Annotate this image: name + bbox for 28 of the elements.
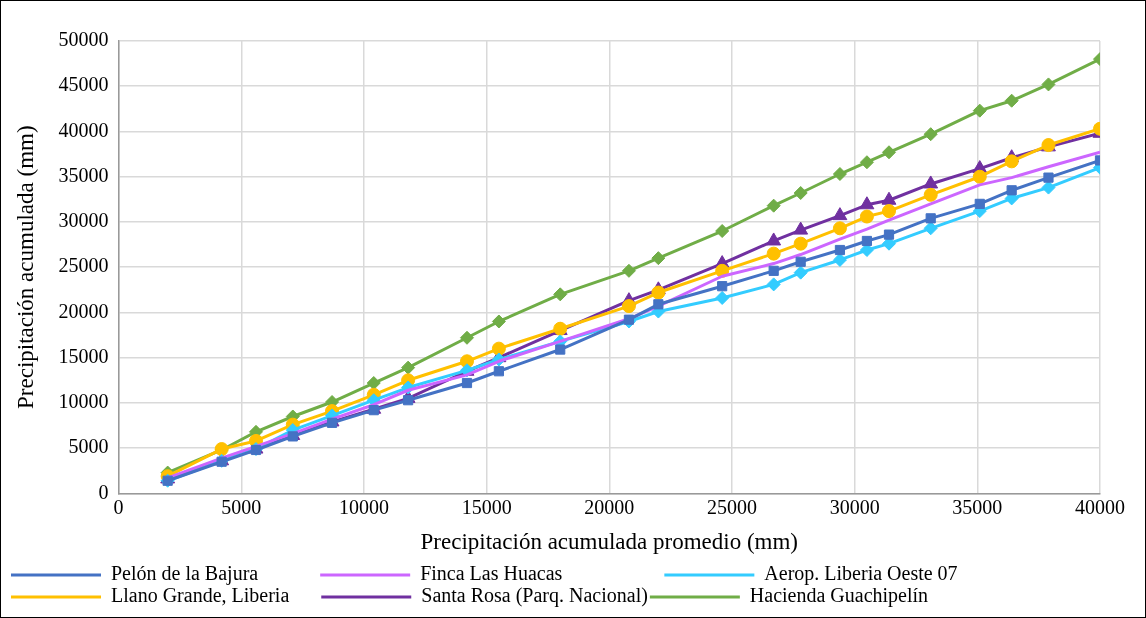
legend-label: Pelón de la Bajura	[111, 562, 319, 586]
legend-label: Santa Rosa (Parq. Nacional)	[421, 584, 648, 608]
x-tick-label: 10000	[338, 495, 389, 518]
y-tick-label: 30000	[58, 209, 109, 232]
y-tick-label: 45000	[58, 73, 109, 96]
legend-label: Hacienda Guachipelín	[749, 584, 929, 608]
y-axis-title: Precipitación acumulada (mm)	[12, 125, 38, 409]
legend-label: Aerop. Liberia Oeste 07	[764, 562, 958, 586]
y-tick-label: 10000	[58, 390, 109, 413]
y-tick-label: 0	[98, 480, 109, 503]
x-tick-label: 35000	[952, 495, 1003, 518]
y-tick-label: 35000	[58, 163, 109, 186]
y-tick-label: 40000	[58, 118, 109, 141]
x-tick-label: 25000	[706, 495, 757, 518]
y-tick-label: 5000	[68, 435, 109, 458]
legend-label: Llano Grande, Liberia	[111, 584, 320, 607]
legend-label: Finca Las Huacas	[420, 562, 663, 585]
y-tick-label: 25000	[58, 254, 109, 277]
x-tick-label: 5000	[221, 495, 262, 518]
x-tick-label: 20000	[584, 495, 635, 518]
x-tick-label: 30000	[829, 495, 880, 518]
x-axis-title: Precipitación acumulada promedio (mm)	[420, 529, 799, 555]
y-tick-label: 15000	[58, 344, 109, 367]
x-tick-label: 15000	[461, 495, 512, 518]
x-tick-label: 40000	[1075, 495, 1125, 518]
y-tick-label: 20000	[58, 299, 109, 322]
y-tick-label: 50000	[58, 28, 109, 51]
x-tick-label: 0	[113, 495, 124, 518]
